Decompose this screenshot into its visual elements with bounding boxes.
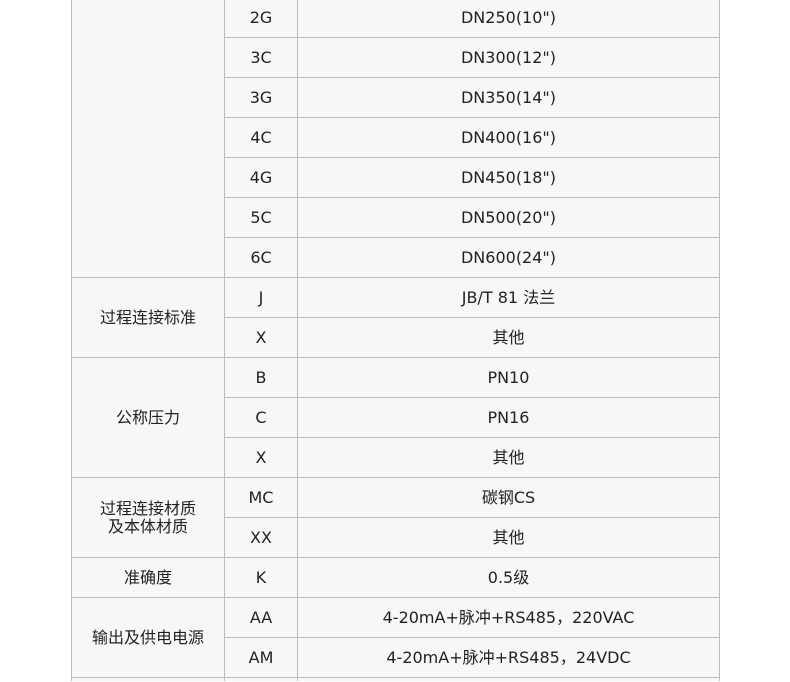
description-cell: DN250(10") xyxy=(297,0,720,38)
code-cell: B xyxy=(224,357,298,398)
code-cell: AA xyxy=(224,597,298,638)
code-cell: K xyxy=(224,557,298,598)
parameter-name: 准确度 xyxy=(71,557,225,598)
table-row xyxy=(71,677,720,681)
code-cell: 5C xyxy=(224,197,298,238)
description-cell: PN16 xyxy=(297,397,720,438)
code-cell: 6C xyxy=(224,237,298,278)
description-cell xyxy=(297,677,720,681)
description-cell: 其他 xyxy=(297,317,720,358)
code-cell: 4G xyxy=(224,157,298,198)
parameter-name: 过程连接材质 及本体材质 xyxy=(71,477,225,558)
table-row: X 其他 xyxy=(72,437,720,478)
table-row: 过程连接标准 J JB/T 81 法兰 xyxy=(71,277,720,358)
table-row: 6C DN600(24") xyxy=(72,237,720,278)
code-cell: 4C xyxy=(224,117,298,158)
code-cell xyxy=(224,677,298,681)
description-cell: 0.5级 xyxy=(297,557,720,598)
table-row: 输出及供电电源 AA 4-20mA+脉冲+RS485，220VAC xyxy=(71,597,720,678)
code-cell: AM xyxy=(224,637,298,678)
table-row: AM 4-20mA+脉冲+RS485，24VDC xyxy=(72,637,720,678)
code-cell: 3G xyxy=(224,77,298,118)
code-cell: 2G xyxy=(224,0,298,38)
parameter-name: 公称压力 xyxy=(71,357,225,478)
table-row: 5C DN500(20") xyxy=(72,197,720,238)
parameter-name xyxy=(71,677,225,681)
parameter-name: 过程连接标准 xyxy=(71,277,225,358)
code-cell: X xyxy=(224,317,298,358)
table-row: 3G DN350(14") xyxy=(72,77,720,118)
description-cell: 4-20mA+脉冲+RS485，220VAC xyxy=(297,597,720,638)
table-row: 准确度 K 0.5级 xyxy=(71,557,720,598)
description-cell: 碳钢CS xyxy=(297,477,720,518)
spec-code-table: 2G DN250(10") 3C DN300(12") 3G DN350(14") 4C DN… xyxy=(71,0,720,681)
code-cell: X xyxy=(224,437,298,478)
table-row: X 其他 xyxy=(72,317,720,358)
description-cell: DN500(20") xyxy=(297,197,720,238)
parameter-name: 输出及供电电源 xyxy=(71,597,225,678)
description-cell: PN10 xyxy=(297,357,720,398)
table-row: 3C DN300(12") xyxy=(72,37,720,78)
description-cell: 其他 xyxy=(297,517,720,558)
description-cell: 其他 xyxy=(297,437,720,478)
parameter-name xyxy=(71,0,225,278)
description-cell: DN300(12") xyxy=(297,37,720,78)
code-cell: J xyxy=(224,277,298,318)
table-row: 过程连接材质 及本体材质 MC 碳钢CS xyxy=(71,477,720,558)
code-cell: 3C xyxy=(224,37,298,78)
description-cell: 4-20mA+脉冲+RS485，24VDC xyxy=(297,637,720,678)
description-cell: DN450(18") xyxy=(297,157,720,198)
table-row: 2G DN250(10") xyxy=(71,0,720,278)
description-cell: DN400(16") xyxy=(297,117,720,158)
table-row: 4C DN400(16") xyxy=(72,117,720,158)
description-cell: DN350(14") xyxy=(297,77,720,118)
table-row: 4G DN450(18") xyxy=(72,157,720,198)
code-cell: MC xyxy=(224,477,298,518)
table-row: 公称压力 B PN10 xyxy=(71,357,720,478)
description-cell: JB/T 81 法兰 xyxy=(297,277,720,318)
description-cell: DN600(24") xyxy=(297,237,720,278)
code-cell: C xyxy=(224,397,298,438)
code-cell: XX xyxy=(224,517,298,558)
